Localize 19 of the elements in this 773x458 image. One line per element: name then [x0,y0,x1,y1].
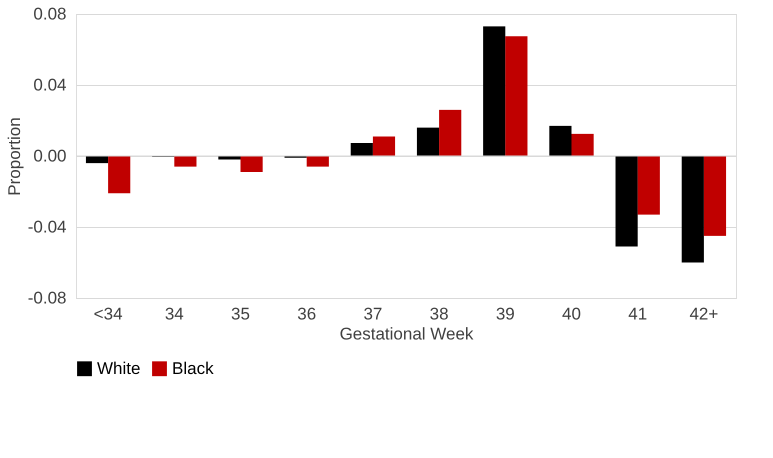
x-tick-label: 42+ [689,304,718,324]
y-axis-title: Proportion [4,117,24,196]
y-tick-label: 0.00 [33,146,66,166]
y-tick-label: 0.04 [33,76,66,94]
x-tick-label: 40 [562,304,581,324]
x-tick-label: 35 [231,304,250,324]
x-tick-label: 41 [628,304,648,324]
y-tick-label: -0.08 [28,288,66,308]
x-tick-label: 38 [430,304,449,324]
legend-label: White [97,358,140,378]
x-tick-label: 39 [496,304,515,324]
y-tick-label: 0.08 [33,4,66,24]
x-tick-label: 37 [363,304,382,324]
x-tick-label: 36 [297,304,316,324]
x-axis-title: Gestational Week [340,324,474,344]
x-tick-label: 34 [164,304,184,324]
legend-label: Black [172,358,214,378]
y-tick-label: -0.04 [28,218,66,236]
x-tick-label: <34 [94,304,123,324]
